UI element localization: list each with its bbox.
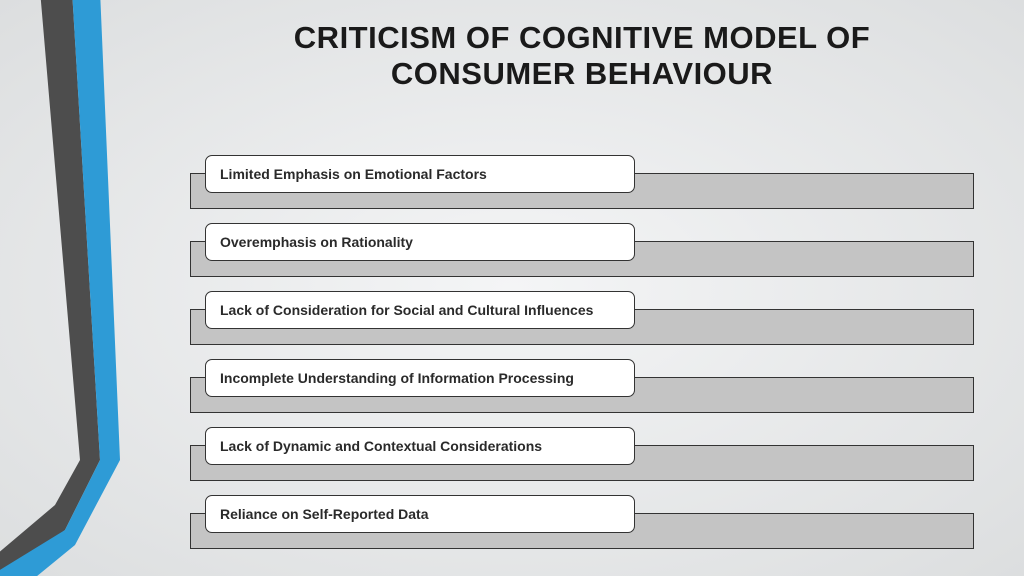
- chevron-blue: [0, 0, 120, 576]
- list-item: Incomplete Understanding of Information …: [150, 359, 974, 415]
- front-bar: Incomplete Understanding of Information …: [205, 359, 635, 397]
- front-bar: Reliance on Self-Reported Data: [205, 495, 635, 533]
- front-bar: Lack of Dynamic and Contextual Considera…: [205, 427, 635, 465]
- list-item: Lack of Dynamic and Contextual Considera…: [150, 427, 974, 483]
- list-item: Limited Emphasis on Emotional Factors: [150, 155, 974, 211]
- title-line-2: CONSUMER BEHAVIOUR: [180, 56, 984, 92]
- front-bar: Limited Emphasis on Emotional Factors: [205, 155, 635, 193]
- slide-title: CRITICISM OF COGNITIVE MODEL OF CONSUMER…: [180, 20, 984, 92]
- list-item: Overemphasis on Rationality: [150, 223, 974, 279]
- chevron-dark: [0, 0, 100, 576]
- criticism-list: Limited Emphasis on Emotional Factors Ov…: [150, 155, 974, 563]
- item-label: Reliance on Self-Reported Data: [220, 506, 429, 522]
- item-label: Overemphasis on Rationality: [220, 234, 413, 250]
- item-label: Lack of Consideration for Social and Cul…: [220, 302, 593, 318]
- item-label: Limited Emphasis on Emotional Factors: [220, 166, 487, 182]
- list-item: Reliance on Self-Reported Data: [150, 495, 974, 551]
- item-label: Incomplete Understanding of Information …: [220, 370, 574, 386]
- front-bar: Lack of Consideration for Social and Cul…: [205, 291, 635, 329]
- list-item: Lack of Consideration for Social and Cul…: [150, 291, 974, 347]
- title-line-1: CRITICISM OF COGNITIVE MODEL OF: [180, 20, 984, 56]
- item-label: Lack of Dynamic and Contextual Considera…: [220, 438, 542, 454]
- front-bar: Overemphasis on Rationality: [205, 223, 635, 261]
